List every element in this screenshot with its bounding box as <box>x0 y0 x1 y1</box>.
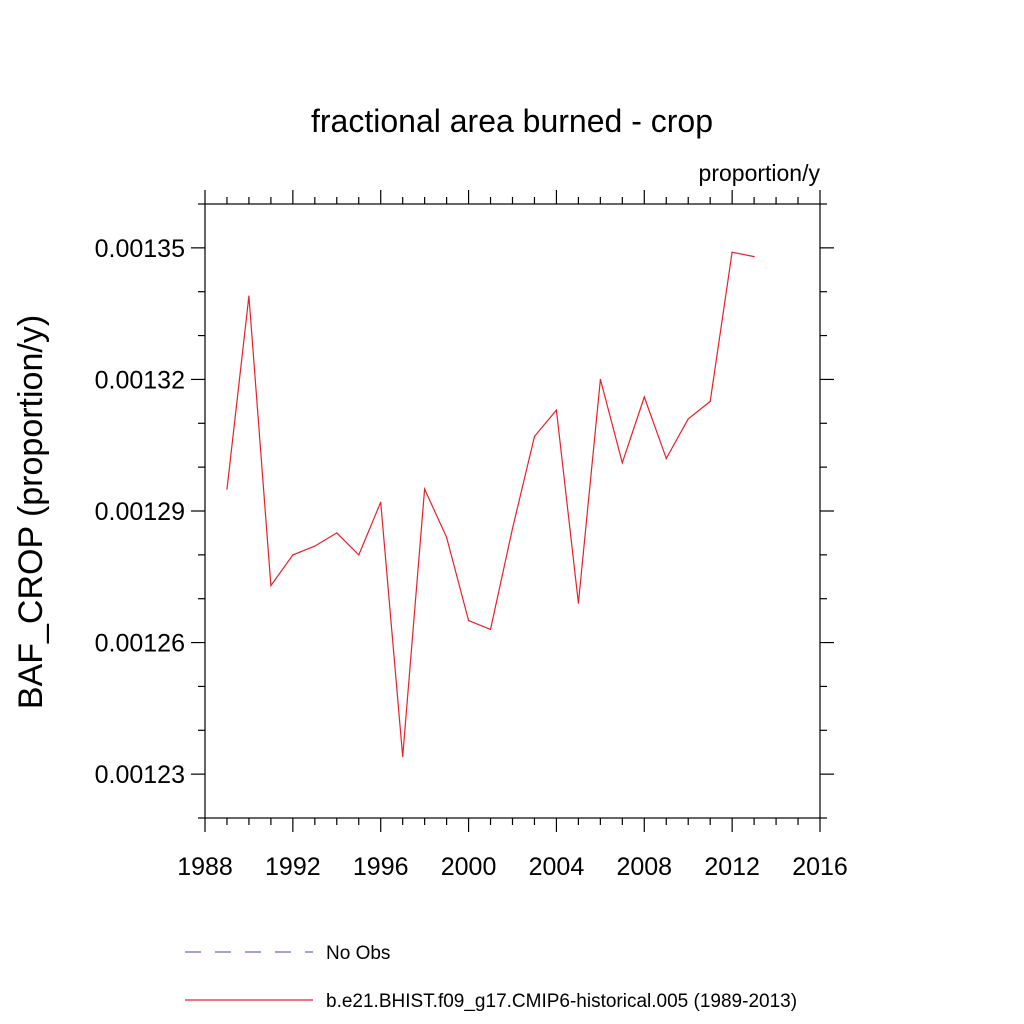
plot-frame <box>204 203 821 819</box>
data-point <box>511 527 514 530</box>
series-layer <box>226 251 755 758</box>
x-tick-label: 1992 <box>265 853 321 881</box>
data-point <box>643 396 645 398</box>
y-axis-label: BAF_CROP (proportion/y) <box>12 315 50 709</box>
y-tick-label: 0.00135 <box>95 235 185 263</box>
x-tick-label: 2004 <box>529 853 585 881</box>
chart-title: fractional area burned - crop <box>311 103 713 139</box>
data-point <box>292 554 294 556</box>
data-point <box>467 620 470 622</box>
data-point <box>380 501 382 503</box>
data-point <box>533 435 536 438</box>
y-tick-labels: 0.00123 0.00126 0.00129 0.00132 0.00135 <box>95 235 185 789</box>
data-point <box>687 418 689 420</box>
legend-label-1: b.e21.BHIST.f09_g17.CMIP6-historical.005… <box>326 991 797 1012</box>
data-point <box>599 378 601 381</box>
data-point <box>358 554 360 556</box>
data-point <box>248 295 250 297</box>
legend: No Obs b.e21.BHIST.f09_g17.CMIP6-historic… <box>185 943 797 1012</box>
x-tick-labels: 1988 1992 1996 2000 2004 2008 2012 2016 <box>177 853 848 881</box>
data-point <box>621 462 623 464</box>
y-tick-label: 0.00129 <box>95 498 185 526</box>
y-tick-label: 0.00126 <box>95 630 185 658</box>
data-point <box>336 532 338 534</box>
data-point <box>577 602 579 604</box>
x-tick-label: 2008 <box>616 853 672 881</box>
x-tick-label: 1996 <box>353 853 409 881</box>
data-point <box>731 251 733 253</box>
data-point <box>753 256 755 258</box>
y-tick-label: 0.00123 <box>95 761 185 789</box>
x-tick-label: 2016 <box>792 853 848 881</box>
axis-ticks <box>191 190 834 832</box>
x-tick-label: 2000 <box>441 853 497 881</box>
series-line-1 <box>226 251 755 757</box>
data-point <box>270 584 272 587</box>
data-point <box>446 536 448 538</box>
units-label: proportion/y <box>699 160 821 186</box>
data-point <box>402 756 404 758</box>
y-tick-label: 0.00132 <box>95 366 185 394</box>
x-tick-label: 2012 <box>704 853 760 881</box>
data-point <box>555 409 558 411</box>
data-point <box>314 545 316 547</box>
data-point <box>709 400 711 402</box>
legend-label-0: No Obs <box>326 943 390 964</box>
data-point <box>226 488 228 490</box>
data-point <box>665 457 667 459</box>
data-point <box>489 628 492 631</box>
x-tick-label: 1988 <box>177 853 233 881</box>
data-point <box>424 488 426 490</box>
